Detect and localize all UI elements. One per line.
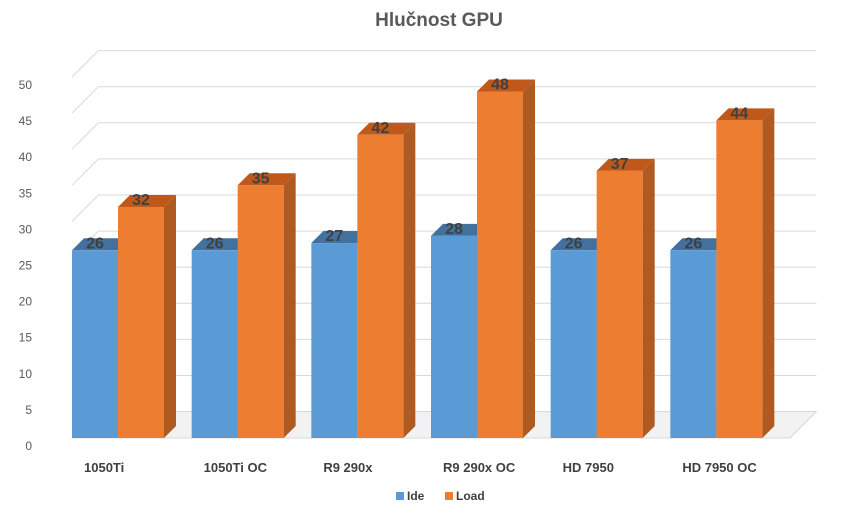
bar-top-ide	[670, 238, 729, 251]
y-tick-label: 30	[19, 222, 33, 236]
bar-top-load	[357, 122, 416, 135]
data-label: 28	[445, 221, 463, 238]
bar-ide	[550, 250, 597, 438]
legend-swatch-load	[445, 492, 453, 500]
data-label: 32	[132, 192, 150, 209]
y-tick-label: 40	[19, 150, 33, 164]
data-label: 42	[371, 120, 389, 137]
x-category-label: R9 290x OC	[443, 460, 516, 475]
data-label: 26	[565, 235, 583, 252]
bar-top-load	[596, 158, 655, 171]
y-tick-label: 0	[25, 439, 32, 453]
gridline	[71, 158, 817, 186]
data-label: 27	[325, 228, 343, 245]
data-label: 48	[491, 76, 509, 93]
bar-load	[716, 120, 763, 438]
data-label: 26	[86, 235, 104, 252]
x-category-label: R9 290x	[323, 460, 373, 475]
legend-label: Ide	[407, 489, 425, 503]
y-tick-label: 25	[19, 259, 33, 273]
y-tick-label: 5	[25, 403, 32, 417]
bar-top-ide	[431, 223, 489, 236]
bar-top-ide	[550, 238, 609, 251]
x-category-label: HD 7950 OC	[682, 460, 757, 475]
bar-top-load	[477, 79, 535, 92]
bar-side-load	[164, 194, 176, 438]
bar-ide	[72, 250, 118, 438]
bar-ide	[311, 243, 358, 438]
bar-side-load	[523, 79, 535, 438]
data-label: 44	[730, 105, 748, 122]
data-label: 26	[684, 235, 702, 252]
data-labels: 26 32 26 35 27 42 28 48 26 37 26 44	[86, 76, 748, 252]
bar-top-ide	[311, 231, 370, 244]
x-axis-category-labels: 1050Ti 1050Ti OC R9 290x R9 290x OC HD 7950 H…	[84, 460, 757, 475]
data-label: 35	[252, 170, 270, 187]
chart-title: Hlučnost GPU	[375, 10, 503, 31]
y-axis-tick-labels: 0 5 10 15 20 25 30 35 40 45 50	[19, 78, 33, 453]
data-label: 37	[611, 156, 629, 173]
legend-label: Load	[456, 489, 485, 503]
y-tick-label: 50	[19, 78, 33, 92]
bar-load	[477, 91, 523, 438]
x-category-label: 1050Ti	[84, 460, 124, 475]
bar-top-ide	[72, 238, 130, 251]
bar-ide	[670, 250, 717, 438]
y-tick-label: 35	[19, 186, 33, 200]
legend-swatch-ide	[396, 492, 404, 500]
bar-load	[596, 170, 643, 439]
data-label: 26	[206, 235, 224, 252]
gridline	[71, 194, 817, 222]
bar-top-load	[118, 194, 176, 207]
y-tick-label: 15	[19, 331, 33, 345]
x-category-label: HD 7950	[563, 460, 614, 475]
bar-top-ide	[191, 238, 250, 251]
bar-side-load	[403, 122, 416, 438]
bar-load	[237, 185, 284, 438]
bar-load	[118, 206, 164, 438]
y-tick-label: 10	[19, 367, 33, 381]
x-category-label: 1050Ti OC	[204, 460, 268, 475]
bar-top-load	[716, 108, 775, 121]
gridline	[71, 50, 817, 78]
bar-top-load	[237, 173, 296, 186]
legend: Ide Load	[396, 489, 485, 503]
gridline	[71, 122, 817, 150]
bar-side-load	[283, 173, 296, 439]
bars	[72, 79, 775, 439]
bar-ide	[431, 235, 477, 438]
bar-side-load	[642, 158, 655, 439]
y-tick-label: 45	[19, 114, 33, 128]
bar-side-load	[762, 108, 775, 438]
gridline	[71, 86, 817, 114]
bar-ide	[191, 250, 238, 438]
bar-load	[357, 134, 404, 438]
y-tick-label: 20	[19, 295, 33, 309]
